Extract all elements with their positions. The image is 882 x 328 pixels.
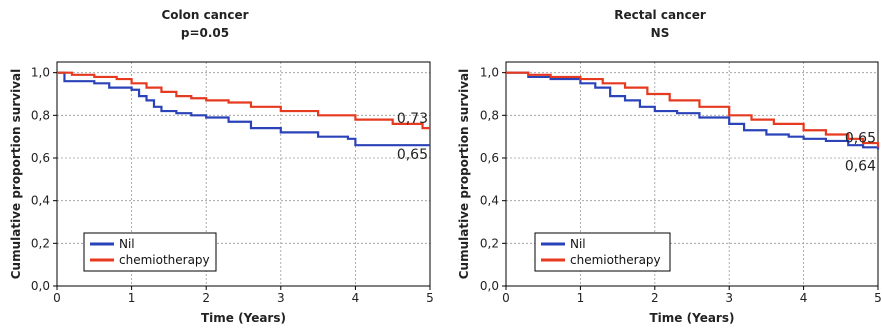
end-value-label: 0,73 xyxy=(397,111,428,127)
series-line-nil xyxy=(506,71,880,150)
chart-panel-1: Colon cancer p=0.05 0,0 0,2 0,4 0,6 0,8 1,0 0 1 2 3… xyxy=(9,8,434,325)
chart-title: Rectal cancer xyxy=(614,8,706,22)
y-tick-label: 0,2 xyxy=(31,236,50,250)
x-tick-label: 3 xyxy=(725,291,733,305)
legend: Nil chemiotherapy xyxy=(534,232,671,272)
y-tick-label: 0,4 xyxy=(31,194,50,208)
x-tick-label: 5 xyxy=(426,291,434,305)
legend-box xyxy=(83,232,217,272)
y-tick-label: 0,8 xyxy=(31,108,50,122)
y-tick-label: 1,0 xyxy=(31,66,50,80)
legend-entry: chemiotherapy xyxy=(570,253,661,267)
x-axis-label: Time (Years) xyxy=(650,311,735,325)
legend-entry: Nil xyxy=(570,237,586,251)
x-tick-label: 4 xyxy=(800,291,808,305)
x-tick-label: 5 xyxy=(874,291,882,305)
end-value-label: 0,65 xyxy=(397,147,428,163)
y-axis-label: Cumulative proportion survival xyxy=(457,69,471,280)
x-tick-label: 1 xyxy=(577,291,585,305)
chart-title: Colon cancer xyxy=(161,8,248,22)
chart-subtitle: p=0.05 xyxy=(181,26,229,40)
end-value-label: 0,64 xyxy=(845,158,876,174)
y-tick-label: 1,0 xyxy=(480,66,499,80)
plot-frame xyxy=(505,61,879,287)
y-tick-label: 0,6 xyxy=(31,151,50,165)
legend-entry: Nil xyxy=(119,237,135,251)
series-line-chemiotherapy xyxy=(506,71,880,148)
legend-box xyxy=(534,232,671,272)
x-tick-label: 2 xyxy=(651,291,659,305)
legend: Nil chemiotherapy xyxy=(83,232,217,272)
y-tick-label: 0,0 xyxy=(31,279,50,293)
x-tick-label: 2 xyxy=(202,291,210,305)
x-tick-label: 3 xyxy=(277,291,285,305)
y-tick-label: 0,4 xyxy=(480,194,499,208)
y-tick-label: 0,6 xyxy=(480,151,499,165)
end-value-label: 0,65 xyxy=(845,130,876,146)
x-axis-label: Time (Years) xyxy=(201,311,286,325)
x-tick-label: 4 xyxy=(352,291,360,305)
legend-entry: chemiotherapy xyxy=(119,253,210,267)
x-tick-label: 0 xyxy=(502,291,510,305)
y-tick-label: 0,2 xyxy=(480,236,499,250)
series-line-chemiotherapy xyxy=(57,71,430,130)
x-tick-label: 0 xyxy=(53,291,61,305)
y-axis-label: Cumulative proportion survival xyxy=(9,69,23,280)
series-line-nil xyxy=(57,71,430,147)
chart-panel-2: Rectal cancer NS 0,0 0,2 0,4 0,6 0,8 1,0 0 1 2 3 4 5 T… xyxy=(457,8,882,325)
chart-subtitle: NS xyxy=(651,26,670,40)
x-tick-label: 1 xyxy=(128,291,136,305)
y-tick-label: 0,0 xyxy=(480,279,499,293)
plot-frame xyxy=(56,61,431,287)
y-tick-label: 0,8 xyxy=(480,108,499,122)
